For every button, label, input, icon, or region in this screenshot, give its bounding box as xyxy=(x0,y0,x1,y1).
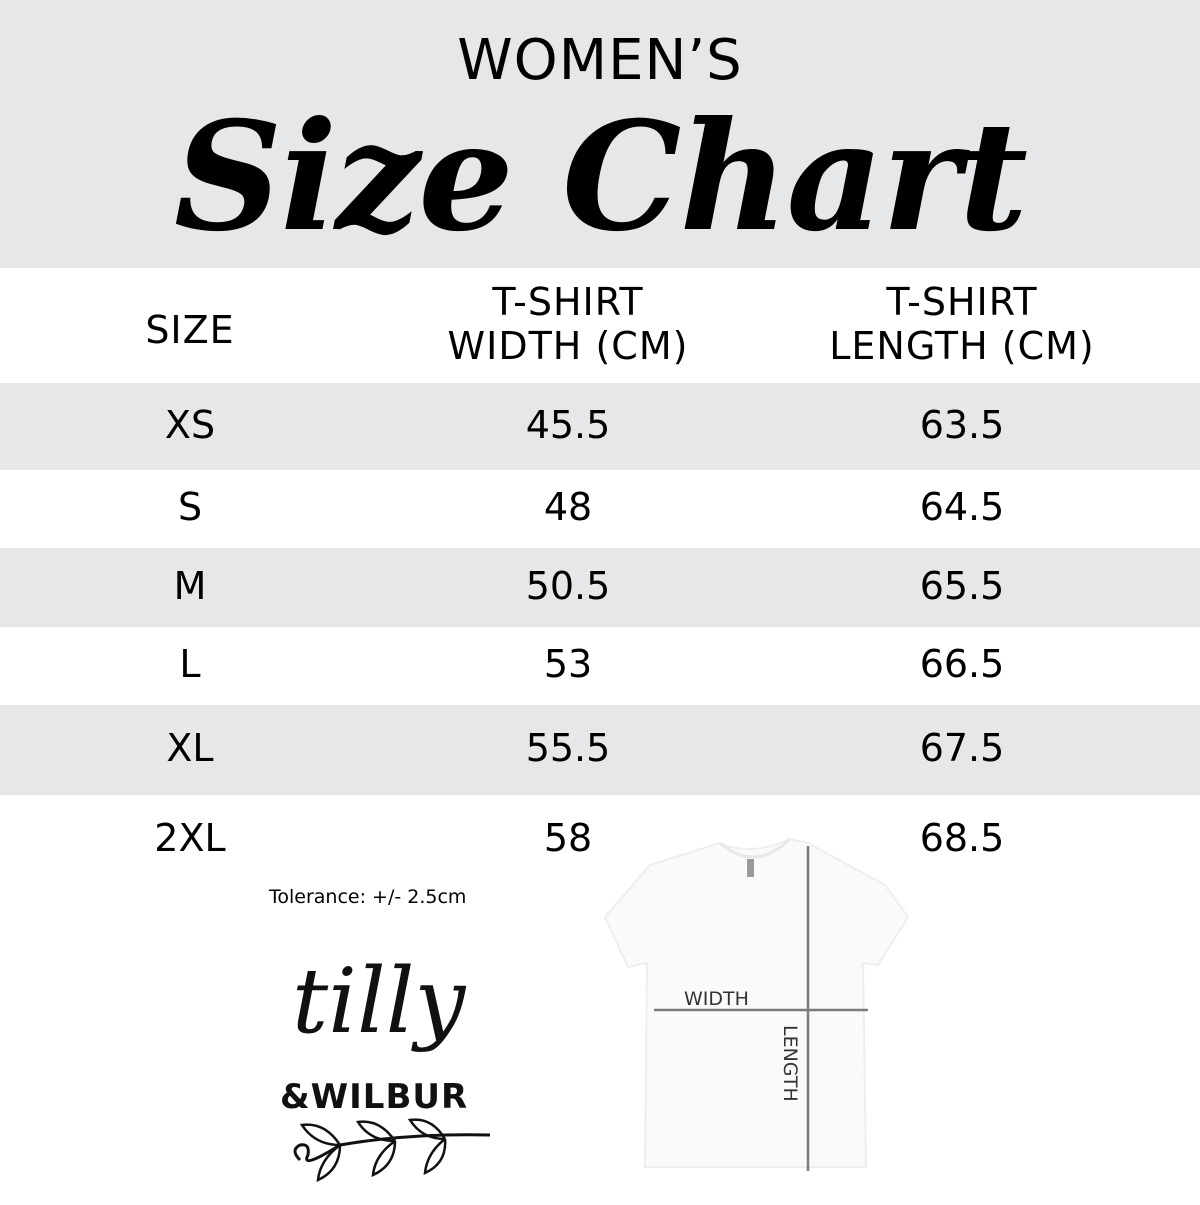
column-header-length: T-SHIRT LENGTH (CM) xyxy=(829,280,1095,368)
table-row: M 50.5 65.5 xyxy=(0,548,1200,627)
column-header-width: T-SHIRT WIDTH (CM) xyxy=(448,280,689,368)
cell-size: XS xyxy=(164,402,216,447)
cell-length: 68.5 xyxy=(919,816,1005,860)
cell-width: 58 xyxy=(543,816,593,860)
logo-tilly: tilly xyxy=(292,949,467,1054)
cell-width: 53 xyxy=(543,642,593,686)
header-line: T-SHIRT xyxy=(492,280,644,324)
cell-size: M xyxy=(173,563,207,608)
cell-length: 65.5 xyxy=(919,563,1005,608)
cell-width: 48 xyxy=(543,485,593,529)
header-line: WIDTH (CM) xyxy=(447,324,689,368)
cell-width: 50.5 xyxy=(525,563,611,608)
table-row: S 48 64.5 xyxy=(0,470,1200,548)
table-row: XS 45.5 63.5 xyxy=(0,383,1200,470)
header-line: LENGTH (CM) xyxy=(829,324,1095,368)
cell-length: 64.5 xyxy=(919,485,1005,529)
width-label: WIDTH xyxy=(684,988,749,1010)
cell-length: 63.5 xyxy=(919,402,1005,447)
column-header-size: SIZE xyxy=(145,308,235,352)
subtitle: WOMEN’S xyxy=(457,28,743,93)
tshirt-diagram: WIDTH LENGTH xyxy=(550,795,970,1200)
cell-size: S xyxy=(177,485,203,529)
cell-size: 2XL xyxy=(154,816,226,860)
table-row: XL 55.5 67.5 xyxy=(0,705,1200,795)
header-band: WOMEN’S Size Chart xyxy=(0,0,1200,268)
leaf-sprig-icon xyxy=(293,1118,491,1183)
tolerance-note: Tolerance: +/- 2.5cm xyxy=(269,886,467,908)
cell-size: L xyxy=(179,642,201,686)
logo-wilbur: &WILBUR xyxy=(280,1077,468,1117)
cell-length: 67.5 xyxy=(919,726,1005,770)
cell-width: 55.5 xyxy=(525,726,611,770)
brand-logo: tilly &WILBUR xyxy=(280,940,520,1190)
cell-size: XL xyxy=(166,726,214,770)
cell-length: 66.5 xyxy=(919,642,1005,686)
page-title: Size Chart xyxy=(173,89,1028,265)
table-header-row: SIZE T-SHIRT WIDTH (CM) T-SHIRT LENGTH (… xyxy=(0,268,1200,383)
table-row: L 53 66.5 xyxy=(0,627,1200,705)
length-label: LENGTH xyxy=(779,1025,801,1102)
cell-width: 45.5 xyxy=(525,402,611,447)
header-line: T-SHIRT xyxy=(886,280,1038,324)
table-row: 2XL 58 68.5 xyxy=(0,795,1200,885)
